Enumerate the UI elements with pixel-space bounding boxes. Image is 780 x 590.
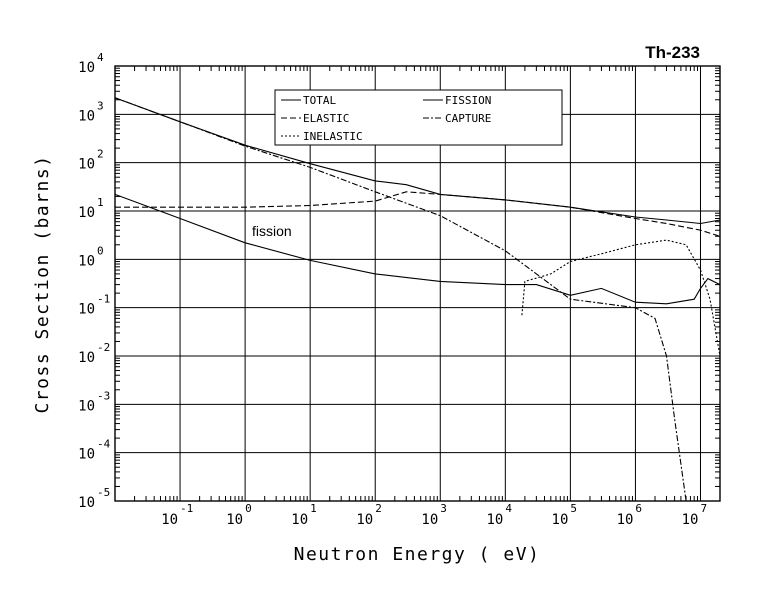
x-tick-label: 10 xyxy=(226,512,243,528)
x-tick-exponent: -1 xyxy=(180,502,193,515)
x-tick-label: 10 xyxy=(161,512,178,528)
legend-label-fission: FISSION xyxy=(445,94,491,107)
legend-label-capture: CAPTURE xyxy=(445,112,491,125)
y-tick-label: 10 xyxy=(78,108,95,124)
y-tick-label: 10 xyxy=(78,398,95,414)
x-tick-label: 10 xyxy=(421,512,438,528)
y-tick-exponent: 1 xyxy=(97,196,104,209)
x-axis-label: Neutron Energy ( eV) xyxy=(294,544,541,565)
y-tick-exponent: -3 xyxy=(97,389,110,402)
y-tick-label: 10 xyxy=(78,205,95,221)
x-tick-exponent: 2 xyxy=(375,502,382,515)
legend-label-total: TOTAL xyxy=(303,94,336,107)
x-tick-label: 10 xyxy=(682,512,699,528)
x-tick-label: 10 xyxy=(552,512,569,528)
chart-title: Th-233 xyxy=(645,43,700,62)
x-tick-label: 10 xyxy=(617,512,634,528)
y-tick-label: 10 xyxy=(78,157,95,173)
y-tick-exponent: 3 xyxy=(97,99,104,112)
y-tick-label: 10 xyxy=(78,253,95,269)
x-tick-label: 10 xyxy=(291,512,308,528)
legend: TOTAL ELASTIC INELASTIC FISSION CAPTURE xyxy=(274,89,563,146)
y-tick-label: 10 xyxy=(78,350,95,366)
x-tick-label: 10 xyxy=(486,512,503,528)
x-tick-exponent: 5 xyxy=(570,502,577,515)
y-tick-exponent: 4 xyxy=(97,51,104,64)
x-tick-exponent: 7 xyxy=(700,502,707,515)
y-tick-exponent: 0 xyxy=(97,244,104,257)
y-tick-label: 10 xyxy=(78,495,95,511)
series-line-inelastic xyxy=(521,239,721,357)
y-tick-exponent: -5 xyxy=(97,486,110,499)
y-tick-exponent: -2 xyxy=(97,341,110,354)
legend-label-elastic: ELASTIC xyxy=(303,112,349,125)
x-tick-exponent: 0 xyxy=(245,502,252,515)
series-line-capture xyxy=(114,97,687,502)
x-tick-exponent: 1 xyxy=(310,502,317,515)
y-tick-label: 10 xyxy=(78,447,95,463)
series-lines xyxy=(114,97,721,502)
y-tick-label: 10 xyxy=(78,60,95,76)
x-tick-exponent: 6 xyxy=(635,502,642,515)
x-tick-label: 10 xyxy=(356,512,373,528)
fission-annotation: fission xyxy=(252,223,292,239)
series-line-elastic xyxy=(115,191,721,237)
legend-box xyxy=(274,89,563,146)
y-tick-label: 10 xyxy=(78,302,95,318)
y-axis-label: Cross Section (barns) xyxy=(32,154,53,413)
plot-frame xyxy=(114,65,721,502)
legend-label-inelastic: INELASTIC xyxy=(303,130,363,143)
axis-ticks xyxy=(115,66,720,501)
series-line-fission xyxy=(114,193,721,305)
y-tick-exponent: 2 xyxy=(97,148,104,161)
y-tick-exponent: -1 xyxy=(97,293,110,306)
y-tick-exponent: -4 xyxy=(97,438,111,451)
x-tick-exponent: 4 xyxy=(505,502,512,515)
tick-labels: 10-110010110210310410510610710-510-410-3… xyxy=(78,51,707,528)
x-tick-exponent: 3 xyxy=(440,502,447,515)
